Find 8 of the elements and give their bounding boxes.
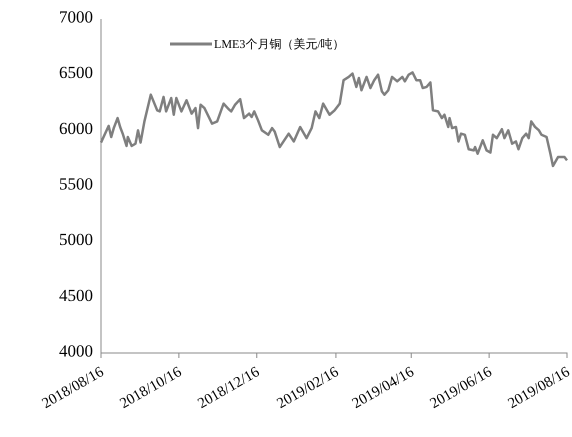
legend-label: LME3个月铜（美元/吨） [214,37,345,52]
y-tick-label: 6500 [59,63,93,82]
y-tick-label: 6000 [59,118,93,138]
y-tick-label: 7000 [59,8,93,27]
y-tick-label: 4500 [59,286,93,305]
y-tick-label: 4000 [59,342,93,361]
y-tick-label: 5500 [59,174,93,194]
y-tick-label: 5000 [59,230,93,250]
